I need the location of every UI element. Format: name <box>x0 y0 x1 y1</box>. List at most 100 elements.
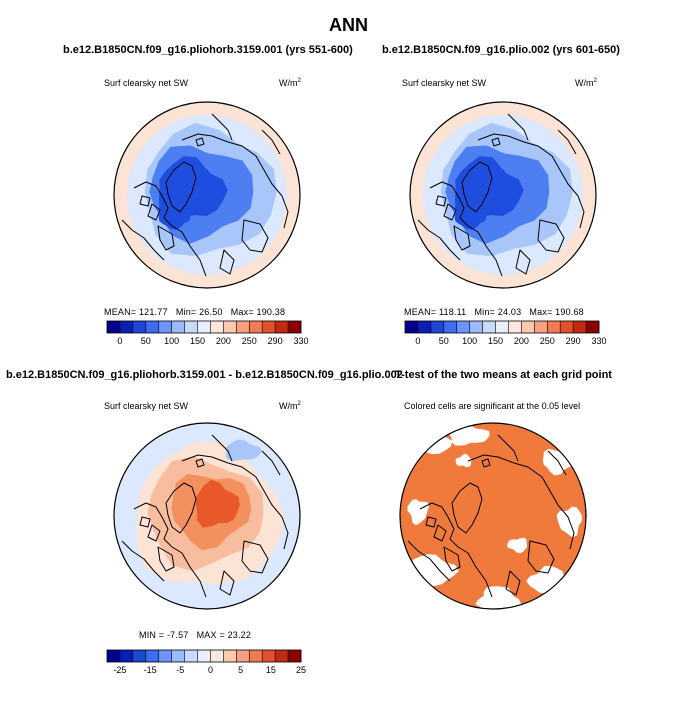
panel1-coastlines <box>121 113 289 277</box>
panel1-colorbar-tick-label: 100 <box>164 336 179 346</box>
panel3-colorbar-tick-label: 5 <box>238 665 243 675</box>
panel2-colorbar-tick-label: 0 <box>415 336 420 346</box>
panel1-mean-label: MEAN= <box>104 307 137 317</box>
panel2-max-label: Max= <box>529 307 553 317</box>
panel2-colorbar-tick-label: 250 <box>540 336 555 346</box>
panel2-coastline <box>443 203 457 221</box>
panel3-coastline <box>147 524 161 542</box>
panel1-map <box>113 101 301 289</box>
panel4-coastline <box>547 450 567 476</box>
panel3-colorbar-box <box>119 650 134 662</box>
panel1-mean-value: 121.77 <box>138 307 168 317</box>
panel1-colorbar-box <box>145 321 160 333</box>
panel3-coastline <box>219 570 235 596</box>
panel2-coastline <box>461 161 493 213</box>
panel3-coastline <box>139 516 151 528</box>
panel2-field <box>410 102 596 288</box>
panel2-coastline <box>537 219 565 253</box>
panel4-coastline <box>419 502 493 598</box>
panel2-colorbar-box <box>560 321 574 333</box>
panel1-title: b.e12.B1850CN.f09_g16.pliohorb.3159.001 … <box>63 44 353 56</box>
panel3-coastline <box>211 434 233 462</box>
panel3-colorbar-tick-label: -5 <box>176 665 184 675</box>
panel1-colorbar-tick-label: 150 <box>190 336 205 346</box>
panel4-coastline <box>497 434 519 462</box>
panel4-coastline <box>505 570 521 596</box>
panel1-colorbar-box <box>158 321 172 333</box>
panel3-coastline <box>181 454 289 550</box>
panel3-colorbar-tick-label: -25 <box>113 665 126 675</box>
panel2-coastlines <box>417 113 585 277</box>
panel3-colorbar-box <box>197 650 211 662</box>
panel2-map <box>409 101 597 289</box>
panel1-stats: MEAN= 121.77 Min= 26.50 Max= 190.38 <box>104 307 285 317</box>
panel3-colorbar-box <box>158 650 172 662</box>
panel2-stats: MEAN= 118.11 Min= 24.03 Max= 190.68 <box>404 307 584 317</box>
panel3-stats: MIN = -7.57 MAX = 23.22 <box>139 630 251 640</box>
panel3-coastline <box>157 546 175 572</box>
panel3-variable-label: Surf clearsky net SW <box>104 401 189 411</box>
panel2-mean-label: MEAN= <box>404 307 437 317</box>
panel2-colorbar-tick-label: 330 <box>591 336 606 346</box>
panel3-coastlines <box>121 434 289 598</box>
panel4-insignificant-region <box>475 586 522 609</box>
panel4-insignificant-region <box>507 537 528 554</box>
panel3-colorbar-box <box>107 650 121 662</box>
panel1-min-value: 26.50 <box>199 307 223 317</box>
panel1-units-label: W/m2 <box>279 78 301 88</box>
panel1-colorbar-box <box>107 321 121 333</box>
panel2-colorbar-box <box>508 321 522 333</box>
panel2-coastline <box>477 133 585 229</box>
panel2-colorbar-box <box>547 321 561 333</box>
panel2-coastline <box>491 137 501 147</box>
panel3-colorbar-box <box>132 650 147 662</box>
panel1-min-label: Min= <box>175 307 197 317</box>
panel3-min-value: -7.57 <box>166 630 189 640</box>
panel2-colorbar-box <box>456 321 470 333</box>
panel4-map <box>399 422 587 610</box>
panel3-coastline <box>165 482 197 534</box>
panel3-coastline <box>121 540 165 582</box>
panel1-colorbar-frame <box>106 320 302 334</box>
panel4-caption: Colored cells are significant at the 0.0… <box>404 401 581 411</box>
panel3-field-deep-orange <box>195 479 240 528</box>
panel4-coastline <box>407 540 451 582</box>
panel2-colorbar-box <box>405 321 419 333</box>
panel1-colorbar-tick-label: 0 <box>117 336 122 346</box>
panel2-colorbar-box <box>586 321 600 333</box>
panel1-colorbar-box <box>197 321 211 333</box>
panel1-coastline <box>157 225 175 251</box>
panel3-coastline <box>133 502 207 598</box>
panel3-colorbar-box <box>275 650 289 662</box>
panel2-coastline <box>507 113 529 141</box>
panel2-variable-label: Surf clearsky net SW <box>402 78 487 88</box>
panel2-colorbar-box <box>430 321 445 333</box>
panel1-colorbar-box <box>223 321 237 333</box>
panel2-colorbar-box <box>495 321 509 333</box>
panel2-coastline <box>435 195 447 207</box>
panel3-colorbar-tick-label: -15 <box>144 665 157 675</box>
panel2-colorbar-box <box>534 321 548 333</box>
panel1-coastline <box>261 129 281 155</box>
panel4-field <box>400 423 586 609</box>
panel2-coastline <box>453 225 471 251</box>
panel2-coastline <box>515 249 531 275</box>
panel1-coastline <box>241 219 269 253</box>
panel4-insignificant-region <box>455 453 472 468</box>
panel1-variable-label: Surf clearsky net SW <box>104 78 189 88</box>
panel1-colorbar-box <box>184 321 198 333</box>
panel3-colorbar-box <box>145 650 160 662</box>
panel1-field-deep-blue-patch <box>158 208 191 230</box>
panel2-title: b.e12.B1850CN.f09_g16.plio.002 (yrs 601-… <box>382 44 620 56</box>
panel2-colorbar-box <box>469 321 483 333</box>
panel3-min-label: MIN = <box>139 630 165 640</box>
panel2-colorbar-box <box>482 321 496 333</box>
panel1-colorbar-box <box>275 321 289 333</box>
panel3-max-value: 23.22 <box>227 630 252 640</box>
panel2-min-label: Min= <box>474 307 496 317</box>
panel4-coastline <box>481 458 491 468</box>
panel1-colorbar-tick-label: 50 <box>141 336 151 346</box>
panel2-coastline <box>557 129 577 155</box>
panel2-min-value: 24.03 <box>497 307 522 317</box>
panel1-max-value: 190.38 <box>256 307 286 317</box>
